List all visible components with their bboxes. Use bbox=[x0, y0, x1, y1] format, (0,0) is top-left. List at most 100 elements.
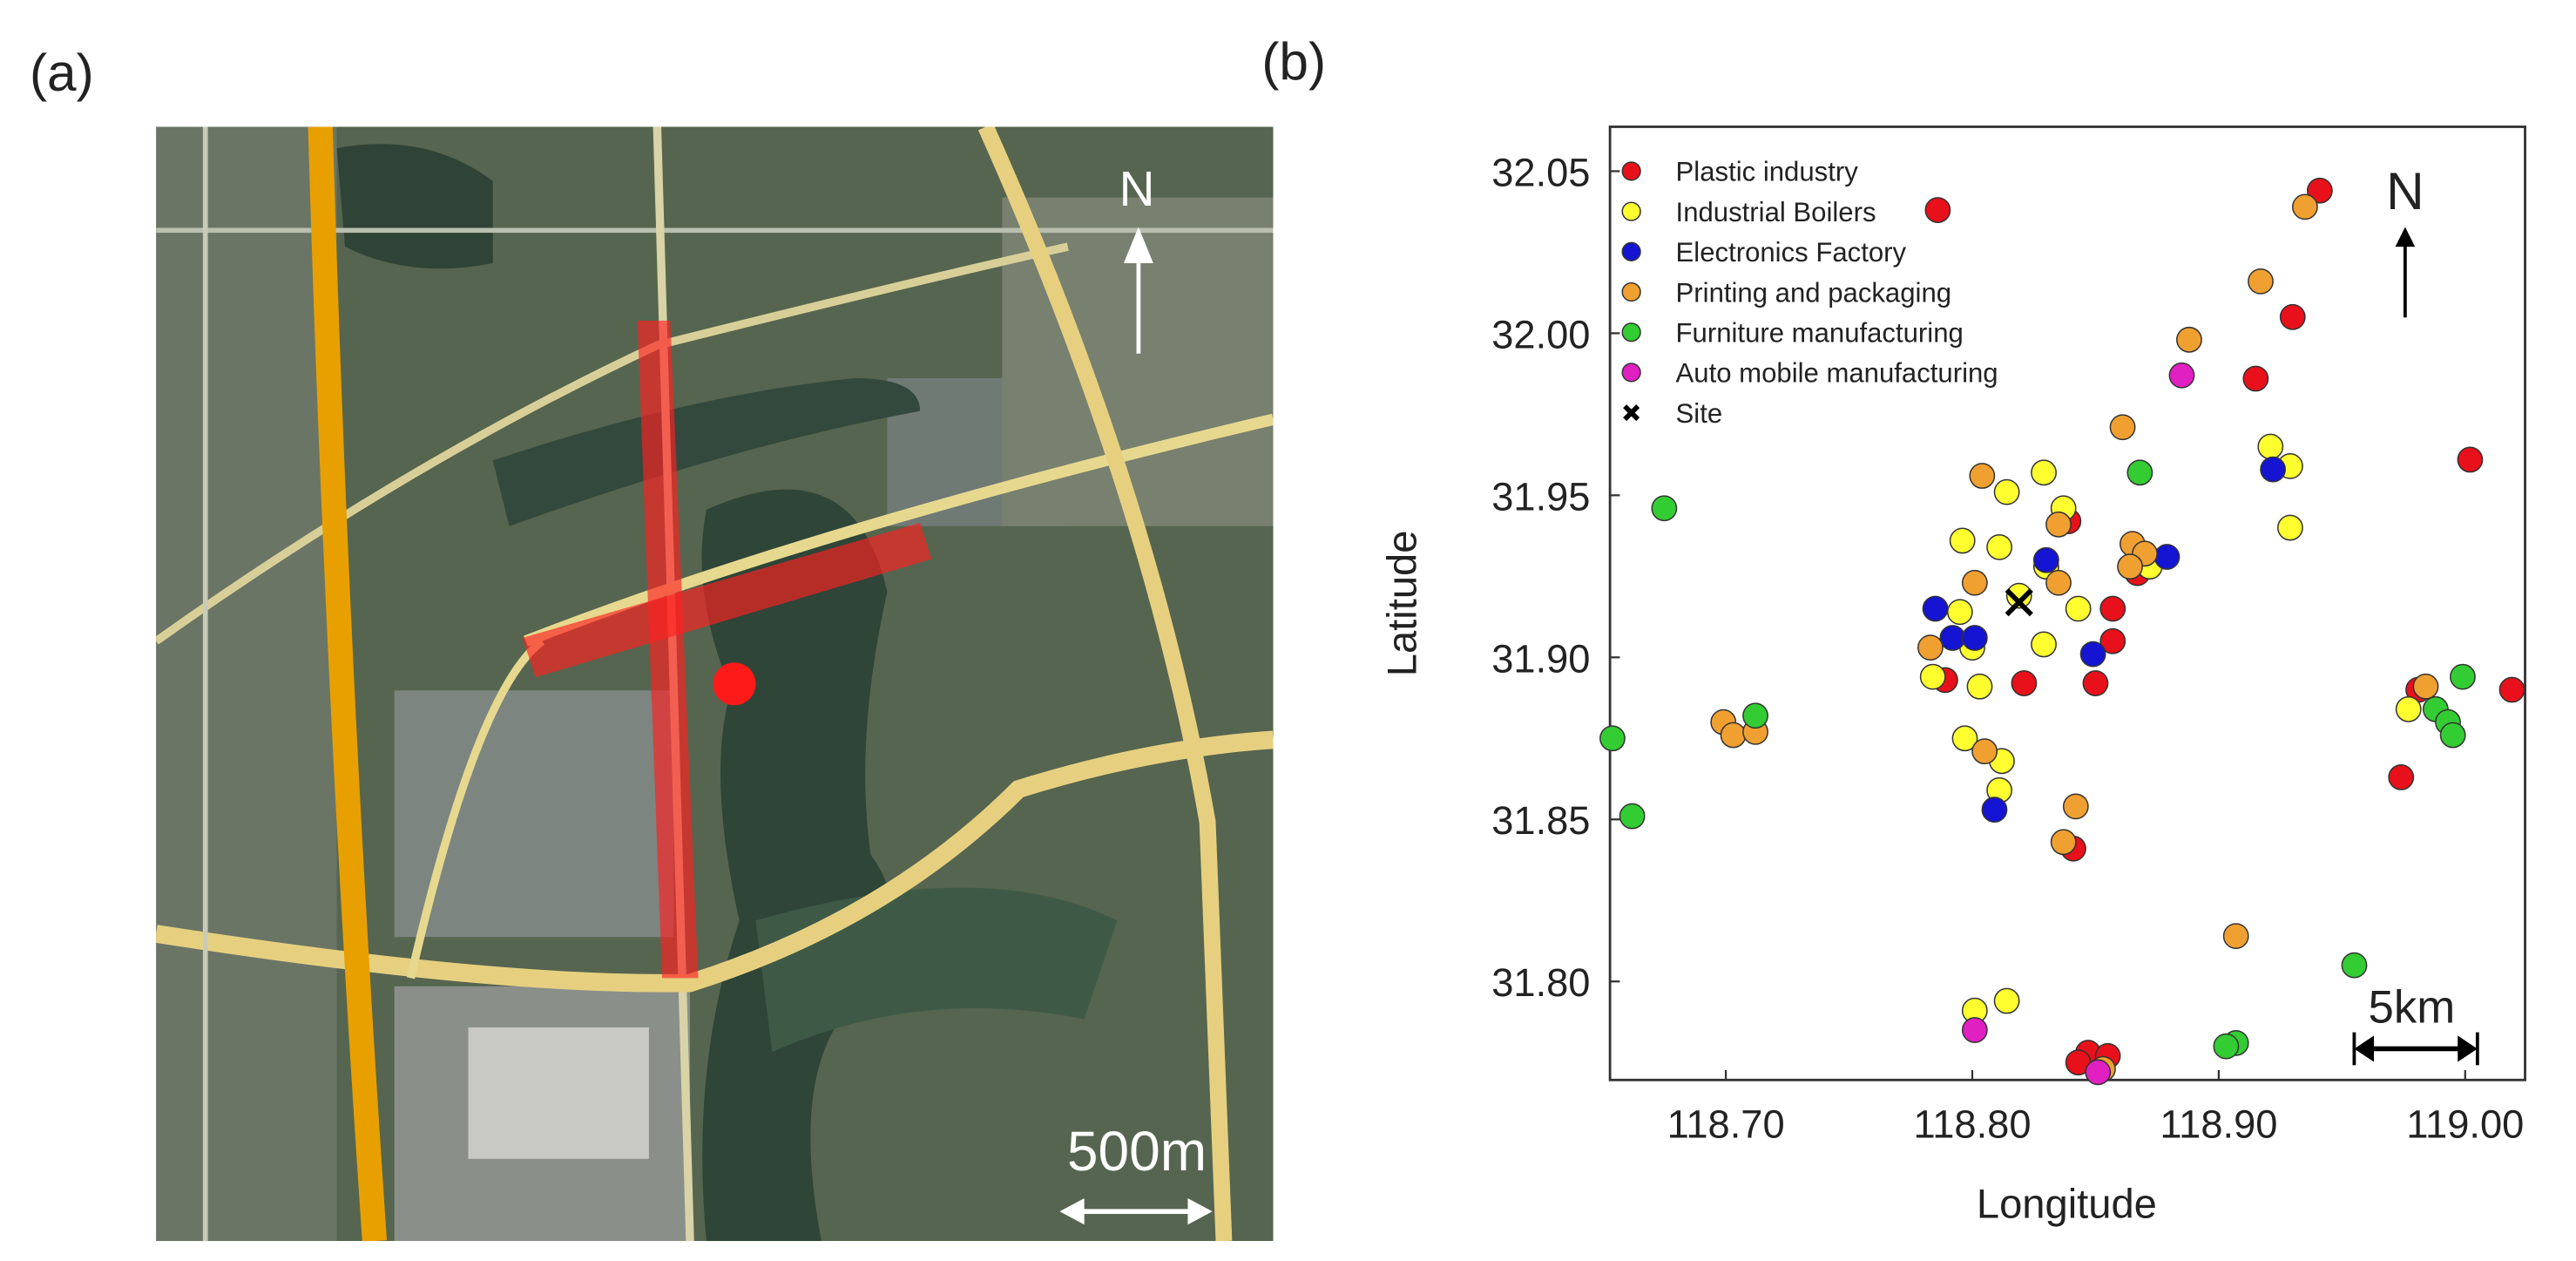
legend-label: Furniture manufacturing bbox=[1676, 318, 1964, 349]
point bbox=[2457, 446, 2484, 473]
point bbox=[1969, 463, 1996, 489]
legend-marker bbox=[1623, 404, 1640, 422]
point bbox=[2050, 829, 2077, 856]
scale-label: 5km bbox=[2369, 981, 2456, 1033]
point bbox=[2032, 546, 2059, 573]
x-tick-label: 118.70 bbox=[1667, 1102, 1785, 1146]
point bbox=[2213, 1033, 2240, 1060]
point bbox=[2439, 722, 2466, 749]
legend-marker bbox=[1621, 281, 1641, 302]
point bbox=[2176, 326, 2202, 353]
y-tick-label: 31.90 bbox=[1491, 636, 1590, 681]
point bbox=[2099, 595, 2126, 622]
point bbox=[2031, 631, 2057, 658]
point bbox=[1949, 527, 1976, 554]
point bbox=[1961, 1017, 1988, 1043]
point bbox=[2292, 193, 2318, 220]
point bbox=[1924, 197, 1951, 223]
point bbox=[2257, 433, 2284, 460]
plot: 118.70 118.80 118.90 119.00 31.80 31.85 31.90 3… bbox=[1491, 125, 2526, 1146]
point bbox=[2117, 553, 2143, 580]
y-tick-label: 32.00 bbox=[1491, 312, 1590, 356]
legend-label: Plastic industry bbox=[1676, 157, 1859, 187]
point bbox=[2277, 514, 2303, 541]
point bbox=[1917, 634, 1944, 661]
panel-label: (a) bbox=[30, 43, 94, 102]
map-north-label: N bbox=[1119, 161, 1155, 216]
x-tick-label: 119.00 bbox=[2406, 1102, 2524, 1146]
point bbox=[2279, 303, 2306, 330]
point bbox=[1986, 533, 2013, 560]
point bbox=[2031, 459, 2057, 486]
point bbox=[1651, 495, 1678, 522]
point bbox=[2153, 544, 2180, 570]
point bbox=[2045, 569, 2072, 596]
point bbox=[2079, 641, 2106, 668]
point bbox=[1951, 725, 1978, 752]
point bbox=[1720, 722, 1747, 749]
map-scale-label: 500m bbox=[1067, 1120, 1207, 1183]
point bbox=[2260, 456, 2287, 483]
point bbox=[2011, 670, 2038, 696]
x-tick-label: 118.80 bbox=[1913, 1102, 2031, 1146]
point bbox=[2341, 952, 2368, 979]
point bbox=[1599, 725, 1626, 752]
point bbox=[2065, 595, 2092, 622]
point bbox=[2082, 670, 2109, 696]
point bbox=[1939, 625, 1966, 651]
point bbox=[1961, 569, 1988, 596]
legend-marker bbox=[1621, 241, 1641, 261]
north-arrow-head bbox=[2395, 227, 2416, 247]
point bbox=[2450, 663, 2476, 690]
point bbox=[1946, 599, 1973, 626]
point bbox=[1919, 663, 1946, 690]
x-axis-title: Longitude bbox=[1977, 1181, 2157, 1227]
point bbox=[1971, 738, 1998, 765]
legend-marker bbox=[1621, 201, 1641, 221]
point bbox=[2005, 587, 2033, 617]
point bbox=[2062, 793, 2089, 820]
point bbox=[2005, 582, 2032, 609]
north-label: N bbox=[2386, 161, 2424, 220]
point bbox=[1993, 478, 2020, 505]
legend-label: Electronics Factory bbox=[1676, 237, 1907, 268]
point bbox=[2085, 1059, 2112, 1086]
point bbox=[2126, 459, 2153, 486]
point bbox=[1993, 987, 2020, 1014]
point bbox=[2306, 177, 2333, 204]
point bbox=[1619, 803, 1646, 830]
point bbox=[1966, 673, 1993, 700]
point bbox=[2045, 511, 2072, 538]
legend-marker bbox=[1621, 363, 1641, 383]
point bbox=[1961, 625, 1988, 651]
point bbox=[2242, 365, 2269, 392]
y-tick-label: 32.05 bbox=[1491, 150, 1590, 194]
legend-label: Industrial Boilers bbox=[1676, 197, 1876, 227]
point bbox=[2099, 627, 2126, 654]
point bbox=[1742, 702, 1768, 729]
legend-label: Site bbox=[1676, 398, 1723, 429]
point bbox=[2109, 414, 2136, 441]
legend-marker bbox=[1621, 322, 1641, 342]
legend-label: Auto mobile manufacturing bbox=[1676, 358, 1998, 389]
point bbox=[2498, 676, 2525, 703]
x-tick-label: 118.90 bbox=[2160, 1102, 2277, 1146]
panel-label: (b) bbox=[1261, 31, 1326, 91]
point bbox=[2388, 764, 2415, 790]
y-tick-label: 31.95 bbox=[1491, 474, 1590, 519]
satellite-map bbox=[156, 126, 1274, 1242]
y-tick-label: 31.85 bbox=[1491, 798, 1590, 843]
legend-label: Printing and packaging bbox=[1676, 277, 1952, 308]
y-tick-label: 31.80 bbox=[1491, 960, 1590, 1005]
y-axis-title: Latitude bbox=[1379, 531, 1425, 677]
point bbox=[2412, 673, 2439, 700]
point bbox=[2248, 268, 2274, 295]
point bbox=[2168, 362, 2195, 389]
legend-marker bbox=[1621, 161, 1641, 181]
point bbox=[1981, 797, 2008, 824]
point bbox=[1922, 595, 1949, 622]
plot-frame bbox=[1608, 125, 2526, 1081]
point bbox=[2395, 695, 2422, 722]
point bbox=[2222, 923, 2249, 950]
